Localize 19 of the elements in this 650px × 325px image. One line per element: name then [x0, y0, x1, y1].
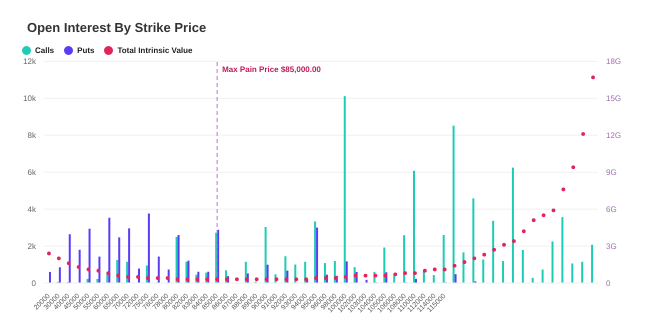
legend-label: Total Intrinsic Value [117, 46, 192, 55]
y-tick-label: 6k [28, 168, 37, 178]
legend-label: Puts [77, 46, 94, 55]
y2-tick-label: 18G [606, 57, 622, 66]
y2-tick-label: 6G [606, 204, 617, 214]
y-tick-label: 12k [23, 57, 37, 66]
chart-title: Open Interest By Strike Price [26, 19, 208, 37]
ref-line-label: Max Pain Price $85,000.00 [222, 65, 322, 74]
y-tick-label: 0 [32, 278, 37, 288]
y2-tick-label: 12G [606, 131, 622, 140]
legend-label: Calls [35, 46, 54, 55]
y2-tick-label: 15G [606, 94, 622, 104]
y-tick-label: 8k [28, 131, 37, 140]
y-tick-label: 2k [28, 242, 37, 251]
y2-tick-label: 3G [606, 242, 617, 251]
y-tick-label: 4k [28, 204, 37, 214]
y-tick-label: 10k [23, 94, 37, 104]
y2-tick-label: 0 [606, 278, 611, 288]
y2-tick-label: 9G [606, 168, 617, 178]
